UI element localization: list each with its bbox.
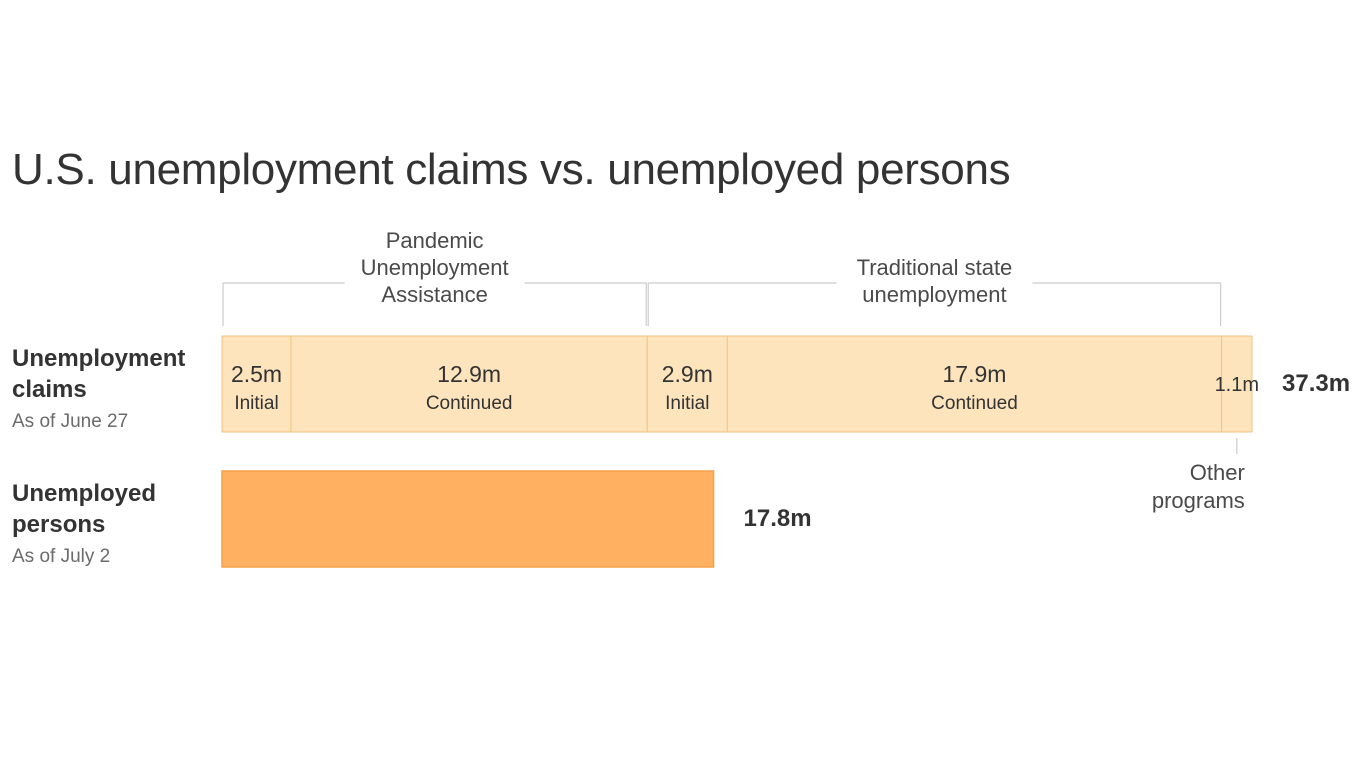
claims-segment-value-3: 2.9m <box>662 361 713 387</box>
claims-segment-type-4: Continued <box>931 393 1018 414</box>
claims-segment-value-4: 17.9m <box>943 361 1007 387</box>
state-group-label-line1: Traditional state <box>857 255 1013 280</box>
claims-total-label: 37.3m <box>1282 370 1350 397</box>
claims-row-date: As of June 27 <box>12 411 129 432</box>
pua-group-label-line1: Pandemic <box>386 228 484 253</box>
persons-row-date: As of July 2 <box>12 546 111 567</box>
persons-row-label-line2: persons <box>12 511 106 538</box>
claims-segment-value-2: 12.9m <box>437 361 501 387</box>
claims-segment-type-2: Continued <box>426 393 513 414</box>
claims-segment-value-1: 2.5m <box>231 361 282 387</box>
claims-segment-2 <box>290 335 648 433</box>
claims-segment-type-3: Initial <box>665 393 709 414</box>
other-group-label-line2: programs <box>1152 488 1245 513</box>
claims-row-label-line2: claims <box>12 376 87 403</box>
other-group-label-line1: Other <box>1190 460 1245 485</box>
persons-bar <box>221 470 715 568</box>
claims-segment-4 <box>726 335 1223 433</box>
claims-segment-5 <box>1221 335 1253 433</box>
pua-group-label-line2: Unemployment <box>361 255 509 280</box>
chart-title: U.S. unemployment claims vs. unemployed … <box>12 145 1011 194</box>
persons-total-label: 17.8m <box>744 505 812 532</box>
claims-segment-value-5: 1.1m <box>1215 374 1259 396</box>
claims-row-label-line1: Unemployment <box>12 345 186 372</box>
state-group-label-line2: unemployment <box>862 282 1006 307</box>
pua-group-label-line3: Assistance <box>381 282 487 307</box>
claims-segment-type-1: Initial <box>234 393 278 414</box>
persons-row-label-line1: Unemployed <box>12 480 157 507</box>
